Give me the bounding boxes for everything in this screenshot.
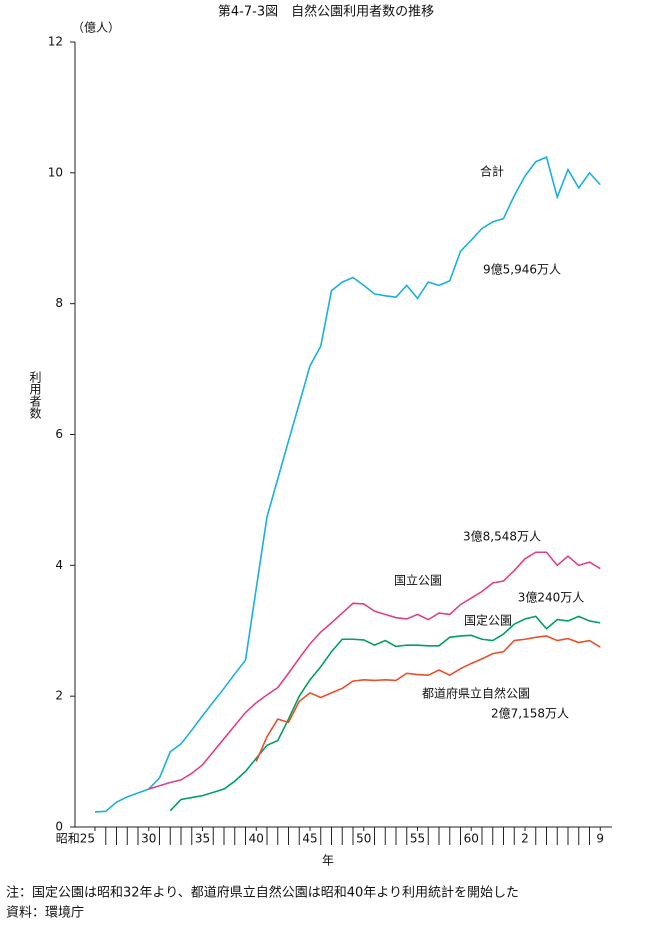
line-series: [94, 156, 601, 813]
series-label: 都道府県立自然公園: [422, 686, 530, 701]
series-label: 合計: [480, 164, 504, 179]
x-tick-label: 45: [302, 832, 317, 846]
y-axis-label: 利用者数: [28, 371, 42, 420]
x-tick-label: 55: [410, 832, 425, 846]
y-unit: （億人）: [72, 21, 120, 35]
x-tick-label: 50: [356, 832, 371, 846]
y-tick-label: 12: [48, 35, 63, 49]
line-series: [169, 615, 601, 812]
x-axis-label: 年: [322, 854, 334, 868]
annotation: 9億5,946万人: [483, 263, 561, 277]
note: 注：国定公園は昭和32年より、都道府県立自然公園は昭和40年より利用統計を開始し…: [6, 885, 519, 901]
x-tick-label: 2: [521, 832, 529, 846]
y-tick-label: 2: [55, 689, 63, 703]
y-tick-label: 4: [55, 558, 63, 572]
annotation: 2億7,158万人: [491, 707, 569, 721]
x-tick-label: 40: [249, 832, 264, 846]
line-series: [255, 635, 601, 762]
x-tick-label: 昭和25: [56, 832, 95, 846]
x-tick-label: 35: [195, 832, 210, 846]
source: 資料：環境庁: [6, 906, 84, 921]
x-tick-label: 30: [141, 832, 156, 846]
y-tick-label: 0: [55, 820, 63, 834]
y-tick-label: 6: [55, 427, 63, 441]
x-tick-label: 9: [596, 832, 604, 846]
line-series: [148, 551, 601, 790]
x-tick-label: 60: [464, 832, 479, 846]
annotation: 3億8,548万人: [463, 530, 541, 544]
annotation: 3億240万人: [518, 591, 585, 605]
y-tick-label: 10: [48, 165, 63, 179]
series-label: 国定公園: [464, 613, 512, 628]
y-tick-label: 8: [55, 296, 63, 310]
series-label: 国立公園: [394, 573, 442, 588]
chart-title: 第4-7-3図 自然公園利用者数の推移: [218, 4, 434, 20]
